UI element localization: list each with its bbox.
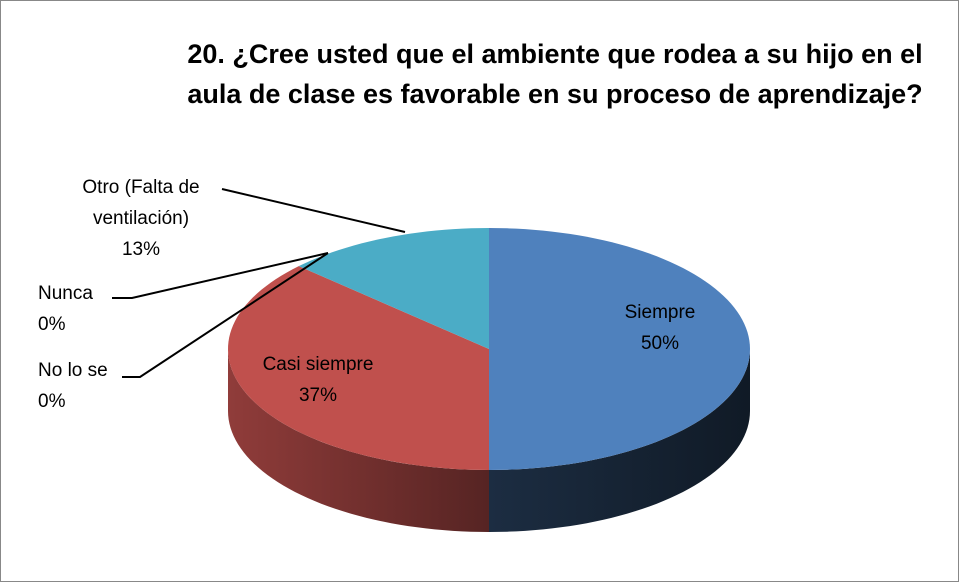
data-label: Siempre 50%	[580, 297, 740, 359]
chart-title: 20. ¿Cree usted que el ambiente que rode…	[187, 39, 923, 109]
value-label: 0%	[38, 391, 66, 412]
data-label: Otro (Falta de ventilación) 13%	[50, 172, 232, 265]
leader-line	[122, 252, 329, 378]
category-label: Casi siempre	[262, 354, 374, 375]
leader-line	[221, 188, 406, 233]
pie-slice	[489, 228, 750, 470]
data-label: Casi siempre 37%	[228, 349, 408, 411]
value-label: 50%	[640, 333, 680, 354]
category-label: Otro (Falta de ventilación)	[82, 177, 200, 229]
pie-slice	[298, 228, 489, 349]
value-label: 13%	[121, 239, 161, 260]
pie-slice	[228, 266, 489, 470]
pie-side	[489, 349, 750, 532]
leader-line	[112, 252, 329, 299]
leader-lines	[112, 188, 406, 378]
category-label: Siempre	[624, 302, 696, 323]
pie-side	[228, 349, 489, 532]
data-label: No lo se 0%	[10, 355, 130, 417]
value-label: 0%	[38, 314, 66, 335]
category-label: Nunca	[38, 283, 93, 304]
category-label: No lo se	[38, 360, 108, 381]
data-label: Nunca 0%	[10, 278, 120, 340]
value-label: 37%	[298, 385, 338, 406]
pie	[228, 228, 750, 532]
